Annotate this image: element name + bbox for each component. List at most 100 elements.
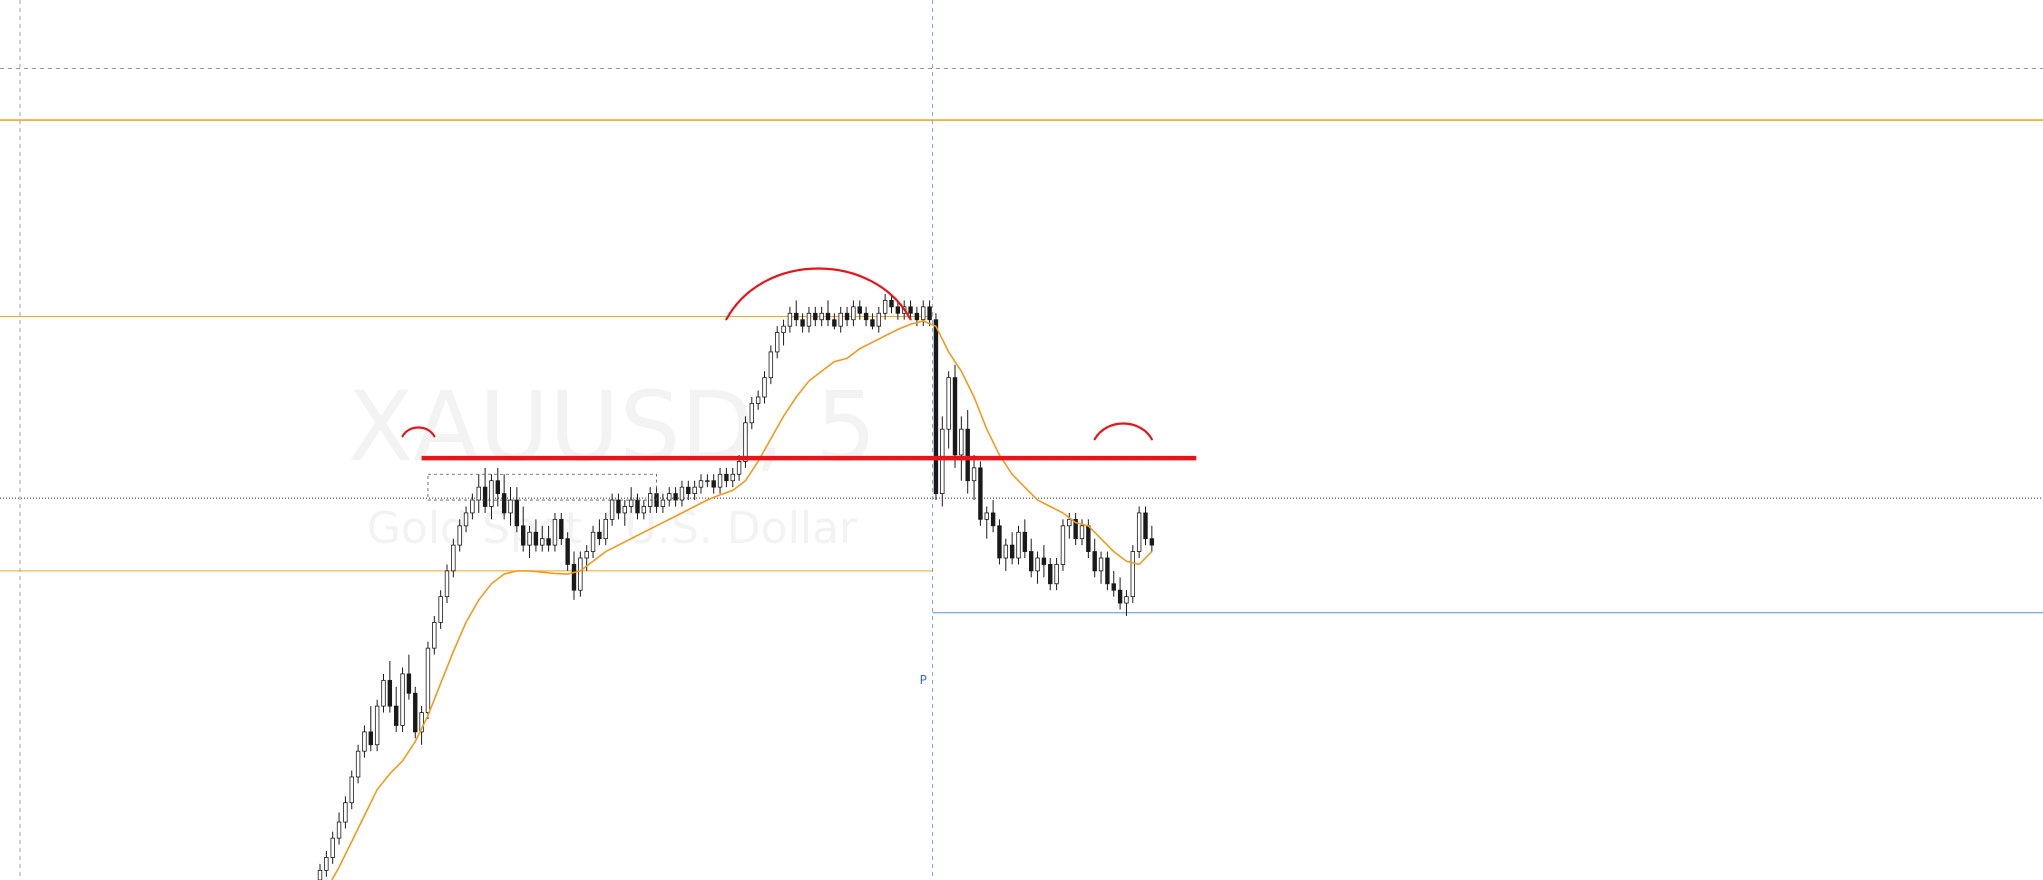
- candle-body: [914, 312, 920, 321]
- candle-body: [349, 776, 354, 804]
- candle-body: [813, 312, 818, 321]
- candle-body: [1098, 557, 1104, 572]
- candle-body: [819, 312, 824, 321]
- candle-body: [1149, 538, 1155, 546]
- candle-body: [1092, 551, 1097, 572]
- candle-body: [794, 312, 799, 321]
- candle-body: [368, 731, 373, 746]
- range-box: [427, 473, 657, 501]
- candle-body: [438, 596, 443, 623]
- candle-body: [463, 512, 469, 527]
- candlesticks: [317, 293, 1155, 880]
- candle-body: [717, 473, 723, 488]
- candle-body: [686, 486, 691, 495]
- watermark-symbol: XAUUSD, 5: [348, 371, 877, 483]
- candle-body: [1111, 583, 1116, 591]
- candle-body: [755, 396, 761, 404]
- candle-body: [336, 821, 342, 839]
- candle-body: [495, 480, 500, 495]
- candle-body: [425, 647, 431, 713]
- candle-body: [698, 480, 704, 488]
- pivot-marker-label: P: [920, 673, 927, 687]
- candle-body: [400, 673, 405, 726]
- candle-body: [559, 518, 564, 540]
- candle-body: [730, 473, 735, 482]
- candle-body: [832, 319, 837, 327]
- candle-body: [800, 319, 805, 327]
- candle-body: [317, 869, 323, 880]
- candle-body: [870, 319, 875, 327]
- candle-body: [660, 499, 666, 507]
- candle-body: [1130, 551, 1135, 598]
- candle-body: [927, 306, 932, 321]
- candle-body: [381, 679, 386, 707]
- candle-body: [343, 802, 348, 823]
- candle-body: [324, 857, 329, 871]
- candle-body: [616, 499, 621, 514]
- candle-body: [527, 531, 532, 546]
- candle-body: [1117, 589, 1123, 604]
- candle-body: [635, 499, 640, 514]
- candle-body: [1143, 512, 1148, 540]
- candle-body: [641, 506, 647, 514]
- candle-body: [590, 531, 596, 552]
- candle-body: [1067, 518, 1072, 527]
- candle-body: [521, 525, 526, 546]
- candle-body: [997, 525, 1002, 559]
- candle-body: [933, 319, 939, 495]
- candle-body: [1022, 531, 1028, 552]
- candle-body: [768, 351, 774, 379]
- candle-body: [1048, 564, 1053, 585]
- candle-body: [775, 332, 780, 353]
- right-shoulder-arc: [1093, 422, 1153, 441]
- candle-body: [1079, 525, 1085, 540]
- candle-body: [946, 377, 951, 430]
- candle-body: [419, 712, 424, 733]
- candle-body: [578, 557, 583, 591]
- candle-body: [1073, 518, 1078, 540]
- candle-body: [603, 518, 608, 540]
- annotations: [401, 267, 1197, 501]
- candle-body: [540, 538, 545, 546]
- candle-body: [978, 467, 983, 520]
- candle-body: [470, 499, 475, 514]
- candle-body: [476, 486, 481, 501]
- candle-body: [762, 377, 767, 398]
- candle-body: [990, 512, 996, 527]
- candle-body: [413, 692, 418, 733]
- candle-body: [1060, 525, 1066, 565]
- candle-body: [406, 673, 412, 694]
- candle-body: [863, 312, 869, 321]
- candle-body: [971, 467, 977, 482]
- candle-body: [533, 531, 539, 546]
- candle-body: [940, 428, 945, 495]
- candle-body: [508, 499, 513, 514]
- moving-average: [330, 320, 1153, 880]
- candle-body: [432, 622, 437, 649]
- candle-body: [1029, 551, 1034, 572]
- candle-body: [330, 837, 335, 858]
- candle-body: [921, 306, 926, 321]
- candle-body: [482, 486, 488, 507]
- left-shoulder-arc: [401, 426, 436, 438]
- candle-body: [857, 306, 862, 314]
- candle-body: [851, 306, 856, 321]
- candle-body: [1086, 525, 1091, 552]
- moving-average-line: [330, 320, 1153, 880]
- candle-body: [1105, 557, 1110, 585]
- candle-body: [952, 377, 958, 456]
- candle-body: [787, 312, 793, 327]
- candle-body: [622, 506, 627, 514]
- candle-body: [393, 705, 399, 726]
- candle-body: [705, 480, 710, 483]
- candle-body: [609, 499, 615, 520]
- candle-body: [355, 750, 361, 778]
- candle-body: [489, 480, 494, 507]
- candle-body: [1054, 564, 1059, 585]
- candle-body: [1041, 557, 1047, 565]
- candle-body: [362, 731, 367, 752]
- candle-body: [838, 312, 843, 327]
